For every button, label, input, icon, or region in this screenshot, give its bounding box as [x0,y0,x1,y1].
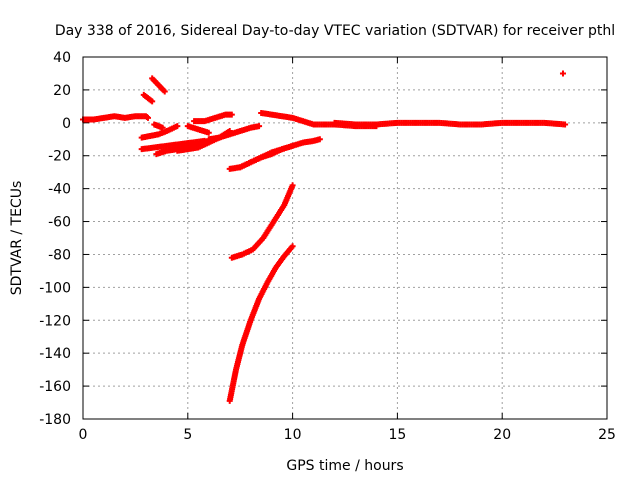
y-tick-label: -180 [39,412,71,428]
data-point [316,136,323,143]
data-points [80,70,569,404]
y-tick-label: -20 [48,149,71,165]
data-point [289,142,296,149]
data-point [228,111,235,118]
data-point [149,98,156,105]
y-tick-label: -80 [48,247,71,263]
y-tick-label: 0 [62,116,71,132]
data-point [174,123,181,130]
data-point [289,243,296,250]
y-tick-label: -120 [39,313,71,329]
grid-lines [83,57,607,419]
x-tick-label: 15 [388,427,406,443]
y-tick-label: 20 [53,83,71,99]
x-tick-label: 0 [79,427,88,443]
data-point [256,123,263,130]
x-axis-label: GPS time / hours [286,458,403,474]
y-tick-label: -60 [48,215,71,231]
data-point [559,70,566,77]
chart-title: Day 338 of 2016, Sidereal Day-to-day VTE… [55,23,615,39]
x-tick-label: 5 [183,427,192,443]
x-tick-label: 20 [493,427,511,443]
y-tick-label: -160 [39,379,71,395]
data-point [161,88,168,95]
data-point [289,182,296,189]
plot-frame [82,56,608,420]
data-point [562,121,569,128]
x-tick-label: 25 [598,427,616,443]
y-tick-label: -100 [39,280,71,296]
y-axis-label: SDTVAR / TECUs [9,181,25,296]
y-tick-label: -40 [48,182,71,198]
y-tick-label: 40 [53,50,71,66]
data-point [144,114,151,121]
data-point [205,129,212,136]
x-tick-label: 10 [284,427,302,443]
y-tick-label: -140 [39,346,71,362]
axis-ticks: 0 5 10 15 20 25 40 20 0 -20 -40 -60 -80 -100 -120 -140 -… [39,50,616,443]
